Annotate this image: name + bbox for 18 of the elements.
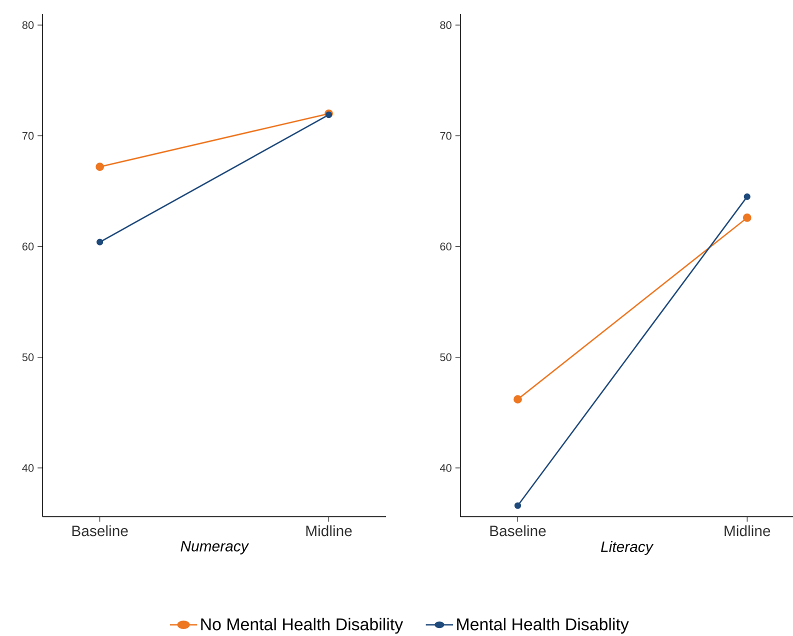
legend-label: No Mental Health Disability: [201, 618, 404, 634]
y-tick-label: 40: [22, 464, 34, 472]
legend-label: Mental Health Disablity: [457, 618, 629, 634]
y-tick-label: 70: [440, 132, 452, 140]
y-tick-label: 60: [440, 242, 452, 250]
y-tick-label: 50: [22, 353, 34, 362]
y-tick-label: 80: [440, 21, 452, 29]
x-tick-label: Midline: [724, 525, 770, 536]
x-tick-label: Baseline: [72, 525, 128, 536]
x-tick-label: Baseline: [490, 525, 546, 536]
x-axis-title: Literacy: [600, 541, 654, 555]
y-tick-label: 60: [22, 242, 34, 250]
x-tick-label: Midline: [306, 525, 352, 536]
y-tick-label: 80: [22, 21, 34, 29]
y-tick-label: 70: [22, 132, 34, 140]
x-axis-title: Numeracy: [180, 541, 250, 554]
y-tick-label: 40: [440, 464, 452, 472]
y-tick-label: 50: [440, 353, 452, 362]
